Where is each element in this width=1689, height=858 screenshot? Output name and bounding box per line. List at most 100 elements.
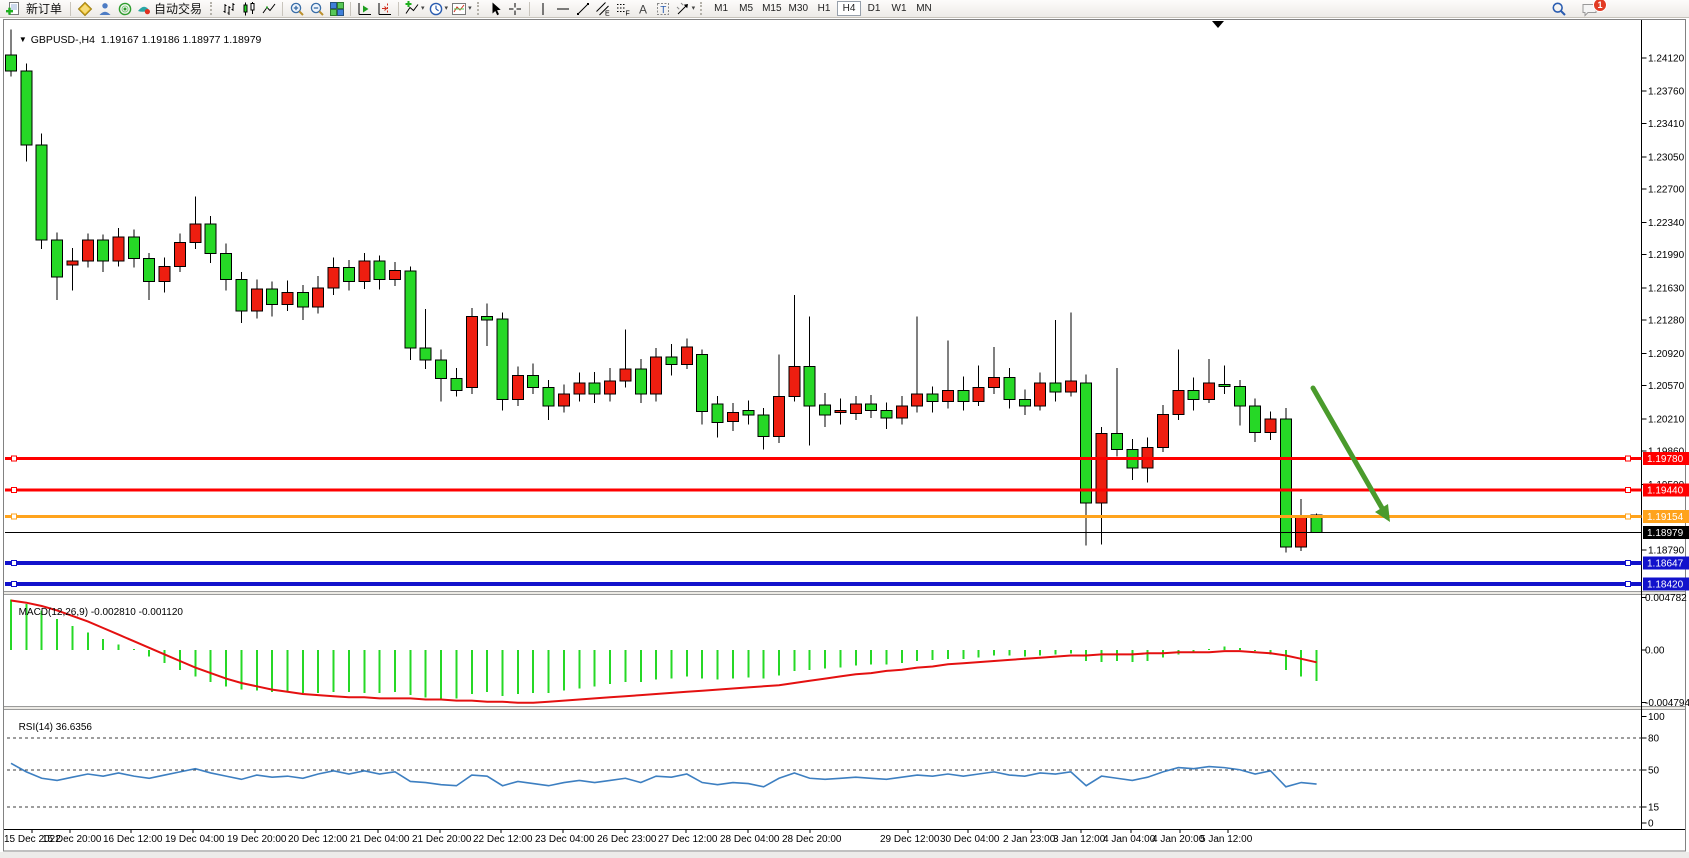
auto-trading-icon	[138, 6, 151, 14]
shapes-arrow-icon	[676, 2, 688, 14]
svg-text:20 Dec 12:00: 20 Dec 12:00	[288, 834, 348, 845]
bar-chart-icon	[223, 2, 235, 15]
svg-text:5 Jan 12:00: 5 Jan 12:00	[1200, 834, 1253, 845]
zoom-in-icon	[290, 2, 304, 16]
profile-icon	[99, 2, 111, 15]
candlestick-mode-button[interactable]	[239, 0, 258, 17]
toolbar-grip[interactable]	[700, 2, 704, 15]
svg-text:80: 80	[1648, 733, 1660, 744]
svg-text:50: 50	[1648, 765, 1660, 776]
svg-text:0.004782: 0.004782	[1645, 593, 1687, 604]
crosshair-tool-button[interactable]	[506, 0, 525, 17]
svg-text:19 Dec 04:00: 19 Dec 04:00	[165, 834, 225, 845]
search-button[interactable]	[1549, 0, 1568, 17]
svg-text:29 Dec 12:00: 29 Dec 12:00	[880, 834, 940, 845]
svg-text:1.21990: 1.21990	[1648, 250, 1685, 261]
timeframe-H1[interactable]: H1	[812, 1, 836, 16]
cursor-tool-button[interactable]	[486, 0, 505, 17]
new-order-label-button[interactable]: 新订单	[23, 0, 66, 17]
horizontal-line-tool-button[interactable]	[554, 0, 573, 17]
timeframe-M1[interactable]: M1	[709, 1, 733, 16]
toolbar-separator	[350, 1, 352, 16]
chart-shift-button[interactable]	[375, 0, 394, 17]
new-order-button[interactable]	[3, 0, 22, 17]
svg-text:1.21280: 1.21280	[1648, 316, 1685, 327]
auto-trading-label: 自动交易	[154, 2, 203, 16]
svg-text:1.20920: 1.20920	[1648, 349, 1685, 360]
periods-button[interactable]: ▾	[427, 0, 450, 17]
svg-text:1.18790: 1.18790	[1648, 545, 1685, 556]
timeframe-D1[interactable]: D1	[862, 1, 886, 16]
line-chart-mode-button[interactable]	[259, 0, 278, 17]
fibonacci-icon: F	[617, 3, 630, 17]
rsi-name: RSI(14)	[18, 722, 54, 733]
svg-text:4 Jan 04:00: 4 Jan 04:00	[1103, 834, 1156, 845]
timeframe-MN[interactable]: MN	[912, 1, 936, 16]
macd-main-value: -0.002810	[90, 607, 136, 618]
line-chart-icon	[262, 3, 275, 13]
indicators-button[interactable]: ▾	[403, 0, 426, 17]
chart-collapse-icon[interactable]: ▼	[18, 35, 27, 44]
auto-trading-button[interactable]: 自动交易	[135, 0, 206, 17]
candlestick-icon	[243, 1, 255, 15]
svg-text:28 Dec 04:00: 28 Dec 04:00	[720, 834, 780, 845]
svg-text:1.22700: 1.22700	[1648, 185, 1685, 196]
svg-text:1.19440: 1.19440	[1647, 485, 1684, 496]
svg-text:F: F	[626, 10, 630, 17]
toolbar-grip[interactable]	[476, 2, 481, 15]
chart-ohlc-values: 1.19167 1.19186 1.18977 1.18979	[100, 34, 262, 46]
signals-button[interactable]	[115, 0, 134, 17]
timeframe-M15[interactable]: M15	[759, 1, 784, 16]
svg-text:21 Dec 20:00: 21 Dec 20:00	[412, 834, 472, 845]
zoom-out-button[interactable]	[307, 0, 326, 17]
shapes-tool-button[interactable]: ▾	[674, 0, 697, 17]
text-label-tool-button[interactable]: T	[654, 0, 673, 17]
timeframe-M5[interactable]: M5	[734, 1, 758, 16]
dropdown-caret-icon: ▾	[468, 5, 472, 12]
svg-text:1.24120: 1.24120	[1648, 54, 1685, 65]
svg-text:16 Dec 12:00: 16 Dec 12:00	[103, 834, 163, 845]
templates-button[interactable]: ▾	[450, 0, 473, 17]
macd-signal-value: -0.001120	[138, 607, 183, 618]
bar-chart-mode-button[interactable]	[219, 0, 238, 17]
vertical-line-tool-button[interactable]	[534, 0, 553, 17]
timeframe-H4[interactable]: H4	[837, 1, 861, 16]
text-a-icon: A	[639, 2, 647, 16]
svg-text:1.23050: 1.23050	[1648, 152, 1685, 163]
auto-scroll-button[interactable]	[355, 0, 374, 17]
timeframe-W1[interactable]: W1	[887, 1, 911, 16]
macd-indicator-label: MACD(12,26,9) -0.002810 -0.001120	[13, 596, 183, 618]
zoom-in-button[interactable]	[287, 0, 306, 17]
metaeditor-button[interactable]	[75, 0, 94, 17]
metaeditor-diamond-icon	[77, 1, 92, 16]
clock-icon	[429, 2, 442, 15]
rsi-indicator-label: RSI(14) 36.6356	[13, 711, 92, 733]
svg-text:0.00: 0.00	[1645, 646, 1665, 657]
trendline-icon	[577, 2, 590, 15]
toolbar-grip[interactable]	[210, 2, 214, 15]
crosshair-icon	[509, 2, 522, 15]
profile-button[interactable]	[95, 0, 114, 17]
fibonacci-tool-button[interactable]: F	[614, 0, 633, 17]
svg-text:15: 15	[1648, 803, 1660, 814]
toolbar-separator	[70, 1, 72, 16]
svg-text:1.20570: 1.20570	[1648, 381, 1685, 392]
svg-text:3 Jan 12:00: 3 Jan 12:00	[1053, 834, 1106, 845]
svg-text:1.22340: 1.22340	[1648, 218, 1685, 229]
text-tool-button[interactable]: A	[634, 0, 653, 17]
trendline-tool-button[interactable]	[574, 0, 593, 17]
main-toolbar: 新订单 自动交易	[0, 0, 1689, 18]
tile-windows-button[interactable]	[327, 0, 346, 17]
tile-windows-icon	[329, 1, 344, 16]
toolbar-separator	[528, 1, 530, 16]
timeframe-M30[interactable]: M30	[786, 1, 811, 16]
svg-text:15 Dec 2022: 15 Dec 2022	[4, 834, 61, 845]
notifications-button[interactable]: 1	[1580, 0, 1607, 17]
horizontal-line-icon	[557, 8, 570, 9]
auto-scroll-icon	[358, 2, 371, 15]
dropdown-caret-icon: ▾	[691, 5, 696, 12]
svg-text:15 Dec 20:00: 15 Dec 20:00	[42, 834, 102, 845]
rsi-value: 36.6356	[55, 722, 92, 733]
channel-tool-button[interactable]: E	[594, 0, 613, 17]
